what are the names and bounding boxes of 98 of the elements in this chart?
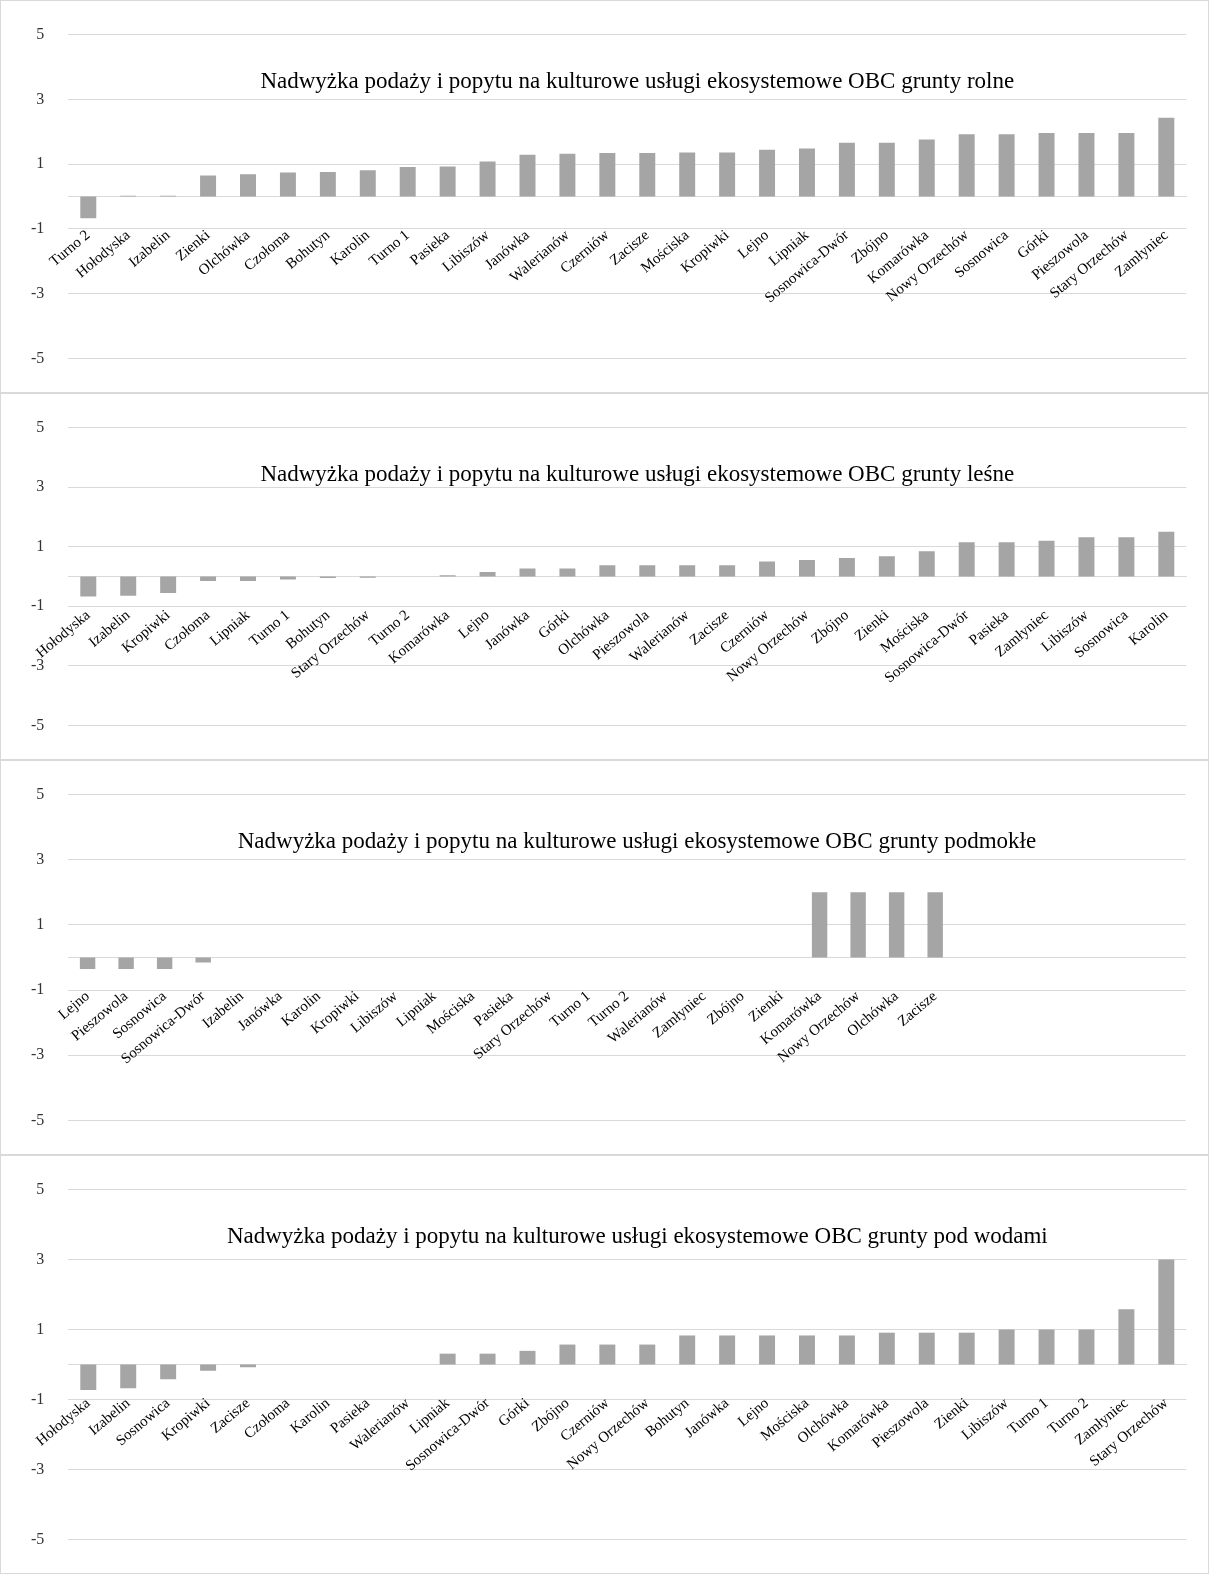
y-tick-label: 1 [36,1319,45,1337]
y-tick-label: 3 [36,1249,45,1267]
bar [838,142,855,197]
bar [1158,117,1175,197]
bar [200,1364,217,1371]
bar [1158,531,1175,577]
y-tick-label: -3 [31,1459,45,1477]
bar [519,1350,536,1365]
bar [1078,1329,1095,1365]
y-tick-label: 1 [36,536,45,554]
bar [918,1332,935,1365]
bar [120,576,137,596]
bar [120,1364,137,1389]
bar [599,153,616,197]
bar [559,568,576,577]
bar [559,1344,576,1365]
bar [958,134,975,197]
bar [639,1344,656,1365]
bar [998,542,1015,577]
bar [759,561,776,577]
bar [1118,133,1135,197]
bar [279,172,296,197]
bar [1038,540,1055,577]
y-tick-label: -5 [31,715,45,733]
y-tick-label: 5 [36,24,45,42]
bar [399,167,416,197]
bar [719,565,736,577]
y-tick-label: 1 [36,915,45,933]
bar [998,1329,1015,1365]
y-tick-label: -5 [31,1529,45,1547]
y-tick-label: 5 [36,417,45,435]
bar [679,565,696,577]
y-tick-label: -1 [31,980,45,998]
bar [759,1335,776,1365]
bar [838,1335,855,1365]
y-tick-label: 3 [36,89,45,107]
bar [918,551,935,577]
text: Nadwyżka podaży i popytu na kulturowe usługi ekosystemowe OBC grunty leśne [260,461,1015,487]
bar [1078,537,1095,577]
bar [998,134,1015,197]
bar [1078,133,1095,197]
bar [679,1335,696,1365]
bar [80,196,97,219]
y-tick-label: -3 [31,1045,45,1063]
y-tick-label: 5 [36,784,45,802]
bar [599,565,616,577]
bar [359,170,376,197]
bar [958,1332,975,1365]
bar [519,568,536,577]
bar [1158,1259,1175,1365]
y-tick-label: -5 [31,1110,45,1128]
bar [878,1332,895,1365]
y-tick-label: 3 [36,477,45,495]
bar [1038,1329,1055,1365]
bar [319,171,336,197]
bar [200,175,217,197]
bar [719,1335,736,1365]
bar [80,576,97,597]
bar [838,558,855,577]
bar [160,1364,177,1380]
y-tick-label: -3 [31,283,45,301]
bar [200,576,217,581]
bar [1118,537,1135,577]
bar [1118,1309,1135,1365]
bar [639,153,656,197]
text: Nadwyżka podaży i popytu na kulturowe usługi ekosystemowe OBC grunty rolne [260,68,1015,94]
text: Nadwyżka podaży i popytu na kulturowe usługi ekosystemowe OBC grunty podmokłe [237,828,1037,854]
bar [240,576,256,581]
bar [559,153,576,197]
bar [519,154,536,197]
text: Nadwyżka podaży i popytu na kulturowe usługi ekosystemowe OBC grunty pod wodami [226,1223,1048,1249]
bar [798,1335,815,1365]
bar [1038,133,1055,197]
bar [719,152,736,197]
bar [599,1344,616,1365]
bar [439,1353,456,1365]
bar [679,152,696,197]
bar [878,556,895,577]
bar [240,174,256,197]
bar [798,560,815,577]
bar [479,1353,496,1365]
y-tick-label: 1 [36,154,45,172]
y-tick-label: -5 [31,348,45,366]
bar [759,149,776,197]
bar [160,576,177,593]
y-tick-label: -1 [31,596,45,614]
bar [479,161,496,197]
y-tick-label: -1 [31,219,45,237]
bar [479,572,496,577]
bar [918,139,935,197]
bar [639,565,656,577]
y-tick-label: 3 [36,849,45,867]
y-tick-label: 5 [36,1179,45,1197]
bar [878,142,895,197]
bar [958,542,975,577]
bar [80,1364,97,1391]
bar [798,148,815,197]
bar [439,166,456,197]
